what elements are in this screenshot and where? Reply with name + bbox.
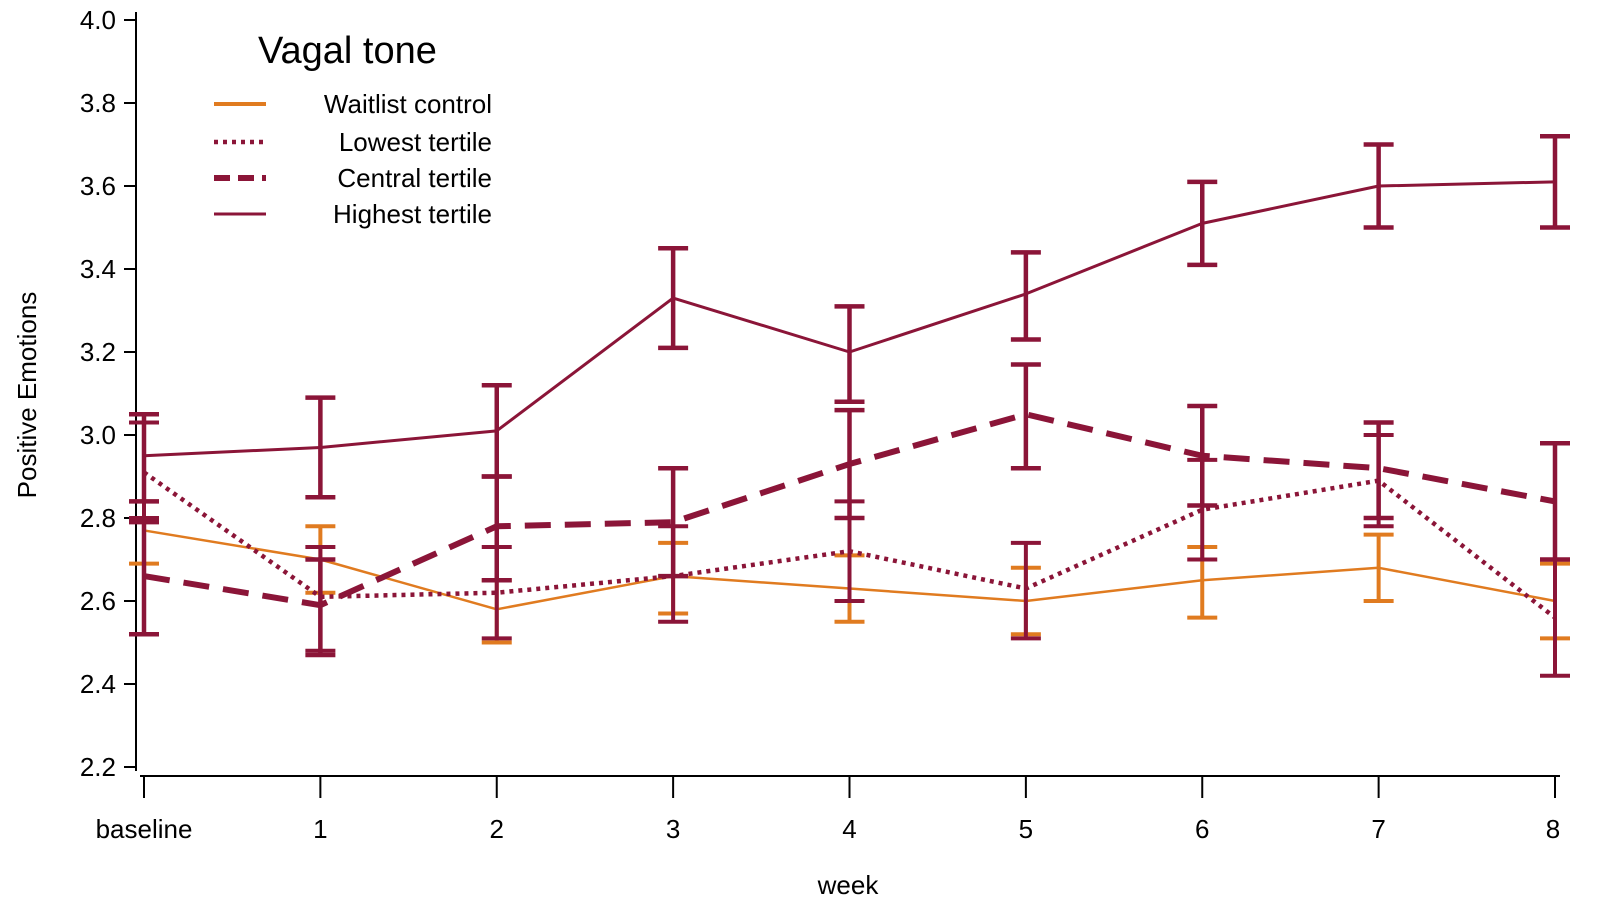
data-point [672,521,675,524]
data-point [1377,467,1380,470]
x-tick-label: 7 [1371,814,1385,844]
data-point [495,591,498,594]
x-axis-title: week [817,870,880,900]
data-point [1377,566,1380,569]
y-tick-label: 3.4 [80,254,116,284]
data-point [1024,413,1027,416]
x-tick-label: 4 [842,814,856,844]
y-axis-title: Positive Emotions [12,292,42,499]
data-point [1554,500,1556,503]
error-bar [834,304,865,405]
data-point [1024,292,1027,295]
y-tick-label: 3.0 [80,420,116,450]
data-point [319,604,322,607]
x-axis-ticks: baseline 1 2 3 4 5 6 7 8 [96,776,1560,844]
data-point [848,351,851,353]
y-tick-label: 3.2 [80,337,116,367]
data-point [319,446,322,449]
plot-area [129,133,1570,678]
data-point [1377,185,1380,187]
x-tick-label: 1 [313,814,327,844]
error-bar [1363,420,1394,521]
data-point [495,525,498,528]
legend-items: Waitlist control Lowest tertile Central te… [214,89,492,229]
data-point [495,429,498,432]
y-tick-label: 2.8 [80,503,116,533]
x-tick-label: 6 [1195,814,1209,844]
legend-label: Highest tertile [333,199,492,229]
error-bar [1010,362,1041,471]
data-point [143,454,145,457]
x-tick-label: baseline [96,814,193,844]
x-tick-label: 2 [490,814,504,844]
y-tick-label: 2.2 [80,752,116,782]
data-point [848,463,851,466]
series-highest-tertile [129,133,1570,504]
data-point [848,550,851,553]
y-axis-ticks: 2.2 2.4 2.6 2.8 3.0 3.2 3.4 3.6 3.8 4.0 [80,5,136,782]
x-tick-label: 3 [666,814,680,844]
x-tick-label: 5 [1019,814,1033,844]
data-point [1201,508,1204,511]
data-point [1201,454,1204,457]
data-point [1201,222,1204,225]
data-point [672,297,675,300]
x-tick-label: 8 [1546,814,1560,844]
legend-label: Waitlist control [324,89,492,119]
data-point [1201,579,1204,582]
data-point [1024,587,1027,590]
legend-title: Vagal tone [258,30,437,72]
axes: 2.2 2.4 2.6 2.8 3.0 3.2 3.4 3.6 3.8 4.0 baseline 1… [80,5,1560,844]
error-bar [1010,250,1041,342]
y-tick-label: 4.0 [80,5,116,35]
data-point [1554,616,1556,619]
legend: Vagal tone Waitlist control Lowest tertil… [214,30,492,229]
legend-label: Lowest tertile [339,127,492,157]
y-tick-label: 3.8 [80,88,116,118]
y-tick-label: 3.6 [80,171,116,201]
error-bar [129,412,159,504]
legend-label: Central tertile [337,163,492,193]
data-point [143,575,145,578]
y-tick-label: 2.4 [80,669,116,699]
y-tick-label: 2.6 [80,586,116,616]
data-point [1554,180,1556,183]
series-central-tertile [129,362,1570,658]
